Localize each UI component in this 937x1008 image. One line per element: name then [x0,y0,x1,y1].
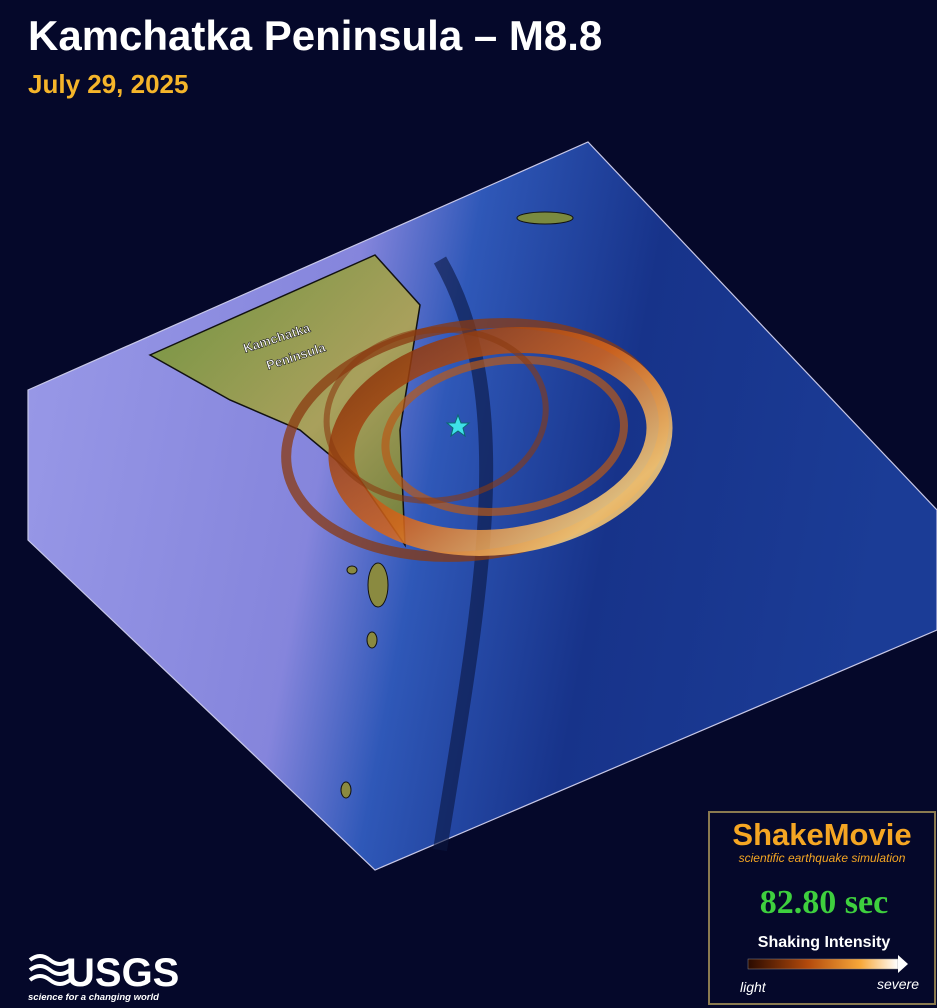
logo-waves [28,954,72,986]
intensity-arrow [898,955,908,973]
island [367,562,389,608]
wave-ring [323,326,549,504]
island [346,565,358,575]
epicenter-star [445,413,471,438]
wave-ring [381,355,628,516]
island [366,631,378,649]
elapsed-time: 82.80 sec [760,884,888,921]
product-tagline: scientific earthquake simulation [739,851,906,865]
logo: USGS science for a changing world [28,951,179,1003]
date: July 29, 2025 [28,69,188,99]
logo-name: USGS [66,951,179,995]
island [516,211,574,225]
title: Kamchatka Peninsula – M8.8 [28,12,602,59]
logo-tagline: science for a changing world [28,992,159,1003]
legend-box [708,811,936,1005]
product-name: ShakeMovie [732,817,911,852]
scale-min: light [740,979,767,995]
legend: ShakeMovie scientific earthquake simulat… [708,811,936,1005]
shaking-rings [281,318,673,562]
island [340,781,352,799]
intensity-bar [747,958,899,970]
scale-max: severe [877,976,919,992]
scale-title: Shaking Intensity [758,934,891,951]
